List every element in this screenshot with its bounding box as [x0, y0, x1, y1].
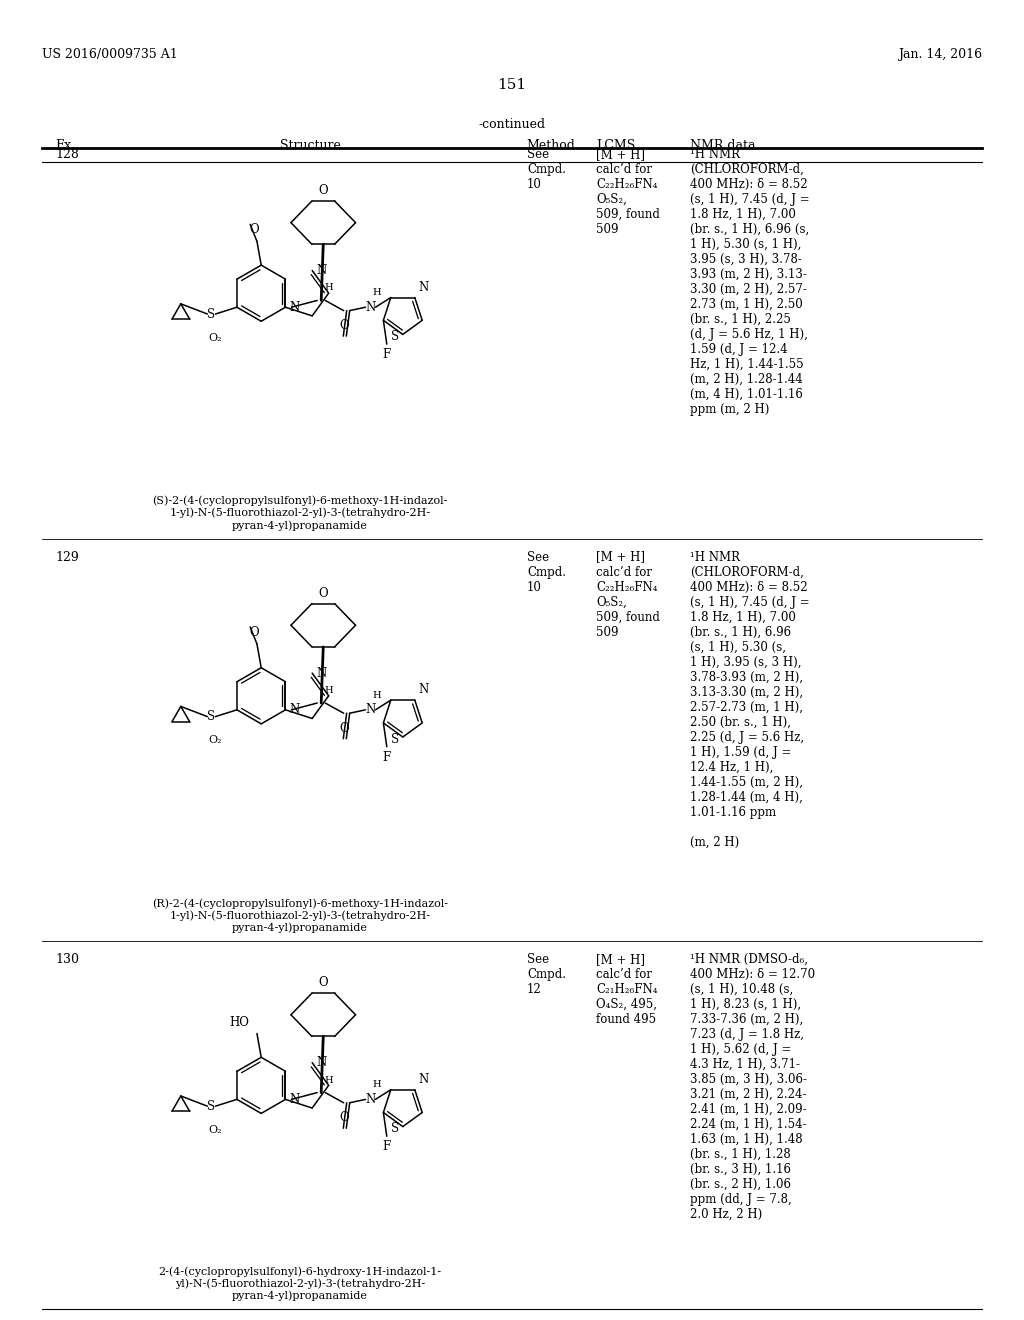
Text: N: N: [290, 704, 300, 717]
Text: N: N: [290, 1093, 300, 1106]
Text: F: F: [383, 751, 391, 764]
Text: -continued: -continued: [478, 117, 546, 131]
Text: [M + H]
calc’d for
C₂₁H₂₆FN₄
O₄S₂, 495,
found 495: [M + H] calc’d for C₂₁H₂₆FN₄ O₄S₂, 495, …: [596, 953, 657, 1026]
Text: H: H: [372, 1080, 381, 1089]
Text: 151: 151: [498, 78, 526, 92]
Text: S: S: [391, 330, 398, 343]
Text: O: O: [318, 586, 328, 599]
Text: H: H: [372, 288, 381, 297]
Text: N: N: [419, 281, 429, 293]
Text: O: O: [249, 626, 259, 639]
Text: N: N: [366, 1093, 376, 1106]
Text: 130: 130: [55, 953, 79, 966]
Text: Jan. 14, 2016: Jan. 14, 2016: [898, 48, 982, 61]
Text: 129: 129: [55, 550, 79, 564]
Text: O: O: [318, 975, 328, 989]
Text: N: N: [290, 301, 300, 314]
Text: O: O: [340, 722, 349, 735]
Text: N: N: [419, 684, 429, 696]
Text: F: F: [383, 348, 391, 362]
Text: H: H: [372, 690, 381, 700]
Text: O₂: O₂: [209, 333, 222, 343]
Text: 128: 128: [55, 148, 79, 161]
Text: NMR data: NMR data: [690, 139, 756, 152]
Text: Method: Method: [526, 139, 574, 152]
Text: S: S: [207, 1100, 215, 1113]
Text: S: S: [391, 733, 398, 746]
Text: S: S: [207, 710, 215, 723]
Text: Ex.: Ex.: [55, 139, 75, 152]
Text: (S)-2-(4-(cyclopropylsulfonyl)-6-methoxy-1H-indazol-
1-yl)-N-(5-fluorothiazol-2-: (S)-2-(4-(cyclopropylsulfonyl)-6-methoxy…: [153, 495, 447, 531]
Text: N: N: [366, 301, 376, 314]
Text: O: O: [318, 183, 328, 197]
Text: See
Cmpd.
10: See Cmpd. 10: [527, 550, 566, 594]
Text: O: O: [249, 223, 259, 236]
Text: N: N: [419, 1073, 429, 1085]
Text: ¹H NMR
(CHLOROFORM-d,
400 MHz): δ = 8.52
(s, 1 H), 7.45 (d, J =
1.8 Hz, 1 H), 7.: ¹H NMR (CHLOROFORM-d, 400 MHz): δ = 8.52…: [690, 148, 810, 416]
Text: H: H: [325, 284, 333, 293]
Text: US 2016/0009735 A1: US 2016/0009735 A1: [42, 48, 178, 61]
Text: ¹H NMR (DMSO-d₆,
400 MHz): δ = 12.70
(s, 1 H), 10.48 (s,
1 H), 8.23 (s, 1 H),
7.: ¹H NMR (DMSO-d₆, 400 MHz): δ = 12.70 (s,…: [690, 953, 815, 1221]
Text: O₂: O₂: [209, 735, 222, 746]
Text: O: O: [340, 319, 349, 333]
Text: [M + H]
calc’d for
C₂₂H₂₆FN₄
O₅S₂,
509, found
509: [M + H] calc’d for C₂₂H₂₆FN₄ O₅S₂, 509, …: [596, 550, 659, 639]
Text: LCMS: LCMS: [596, 139, 635, 152]
Text: O₂: O₂: [209, 1125, 222, 1135]
Text: N: N: [316, 667, 327, 680]
Text: [M + H]
calc’d for
C₂₂H₂₆FN₄
O₅S₂,
509, found
509: [M + H] calc’d for C₂₂H₂₆FN₄ O₅S₂, 509, …: [596, 148, 659, 236]
Text: H: H: [325, 1076, 333, 1085]
Text: (R)-2-(4-(cyclopropylsulfonyl)-6-methoxy-1H-indazol-
1-yl)-N-(5-fluorothiazol-2-: (R)-2-(4-(cyclopropylsulfonyl)-6-methoxy…: [152, 898, 449, 933]
Text: See
Cmpd.
12: See Cmpd. 12: [527, 953, 566, 997]
Text: N: N: [366, 704, 376, 717]
Text: S: S: [391, 1122, 398, 1135]
Text: HO: HO: [229, 1015, 249, 1028]
Text: F: F: [383, 1140, 391, 1154]
Text: N: N: [316, 1056, 327, 1069]
Text: H: H: [325, 686, 333, 696]
Text: O: O: [340, 1111, 349, 1125]
Text: See
Cmpd.
10: See Cmpd. 10: [527, 148, 566, 191]
Text: N: N: [316, 264, 327, 277]
Text: Structure: Structure: [280, 139, 340, 152]
Text: ¹H NMR
(CHLOROFORM-d,
400 MHz): δ = 8.52
(s, 1 H), 7.45 (d, J =
1.8 Hz, 1 H), 7.: ¹H NMR (CHLOROFORM-d, 400 MHz): δ = 8.52…: [690, 550, 810, 849]
Text: 2-(4-(cyclopropylsulfonyl)-6-hydroxy-1H-indazol-1-
yl)-N-(5-fluorothiazol-2-yl)-: 2-(4-(cyclopropylsulfonyl)-6-hydroxy-1H-…: [159, 1266, 441, 1302]
Text: S: S: [207, 308, 215, 321]
